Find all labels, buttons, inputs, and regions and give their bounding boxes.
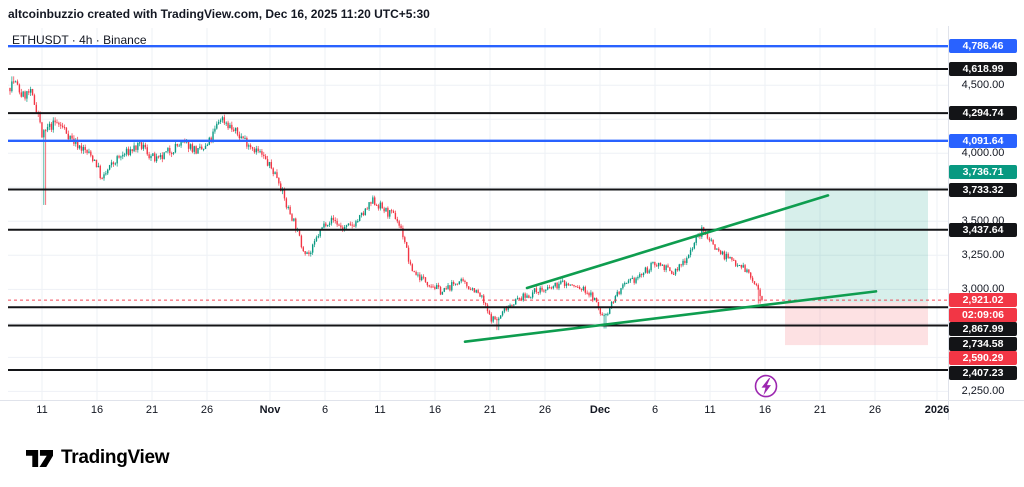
time-tick-label: 26 xyxy=(200,404,214,416)
time-tick-label: 21 xyxy=(483,404,497,416)
chart-attribution: altcoinbuzzio created with TradingView.c… xyxy=(8,7,430,21)
time-tick-label: 16 xyxy=(90,404,104,416)
flash-event-icon[interactable] xyxy=(754,374,778,398)
tradingview-wordmark: TradingView xyxy=(61,447,170,468)
symbol-legend[interactable]: ETHUSDT · 4h · Binance xyxy=(12,33,147,47)
time-tick-label: 6 xyxy=(651,404,659,416)
time-tick-label: 16 xyxy=(428,404,442,416)
tradingview-mark-icon xyxy=(26,449,53,467)
time-tick-label: 26 xyxy=(868,404,882,416)
trendline-1[interactable] xyxy=(525,194,830,290)
time-tick-label: 6 xyxy=(321,404,329,416)
time-tick-label: 2026 xyxy=(924,404,950,416)
time-tick-label: 21 xyxy=(145,404,159,416)
trendline-2[interactable] xyxy=(463,290,878,344)
time-tick-label: 16 xyxy=(758,404,772,416)
time-tick-label: 11 xyxy=(704,404,716,416)
time-tick-label: 11 xyxy=(36,404,48,416)
time-tick-label: 26 xyxy=(538,404,552,416)
long-position-stop-zone[interactable] xyxy=(785,302,928,346)
time-tick-label: Nov xyxy=(259,404,281,416)
time-tick-label: Dec xyxy=(589,404,611,416)
candle-series xyxy=(9,76,763,331)
long-position-profit-zone[interactable] xyxy=(785,189,928,303)
tradingview-logo[interactable]: TradingView xyxy=(26,447,170,469)
time-tick-label: 11 xyxy=(374,404,386,416)
time-tick-label: 21 xyxy=(813,404,827,416)
